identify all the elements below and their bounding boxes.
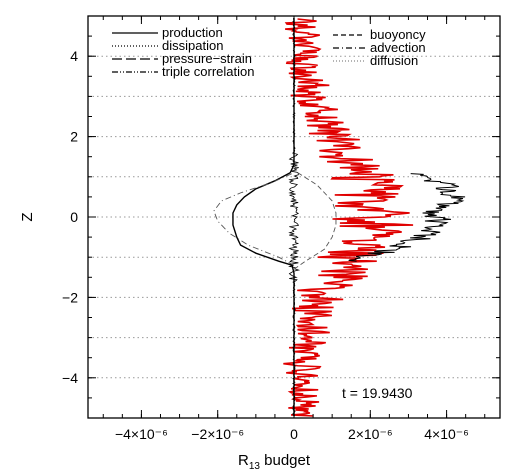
y-axis-label: Z — [19, 212, 36, 221]
legend: productiondissipationpressure−straintrip… — [112, 25, 426, 79]
axis-ticks: −4×10⁻⁶ −2×10⁻⁶ 0 2×10⁻⁶ 4×10⁻⁶ −4 −2 0 2 4 — [62, 15, 500, 442]
x-tick-label: 2×10⁻⁶ — [348, 426, 393, 442]
x-tick-label: 0 — [290, 426, 298, 442]
legend-label: dissipation — [162, 38, 223, 53]
y-tick-label: −2 — [62, 289, 78, 305]
pressure-strain-line — [293, 164, 337, 270]
time-annotation: t = 19.9430 — [342, 385, 413, 401]
x-axis-label: R13 budget — [238, 452, 311, 472]
legend-label: production — [162, 25, 223, 40]
diffusion-line — [283, 18, 414, 417]
x-axis-label-subscript: 13 — [249, 461, 261, 472]
legend-label: triple correlation — [162, 64, 255, 79]
legend-label: diffusion — [370, 53, 418, 68]
y-tick-label: 2 — [70, 129, 78, 145]
x-tick-label: −2×10⁻⁶ — [191, 426, 244, 442]
diffusion-series-red — [283, 18, 414, 417]
x-tick-label: −4×10⁻⁶ — [115, 426, 168, 442]
legend-label: buoyoncy — [370, 27, 426, 42]
production-line — [232, 18, 295, 416]
x-axis-label-suffix: budget — [260, 452, 311, 469]
y-tick-label: 0 — [70, 209, 78, 225]
smooth-series-group — [213, 18, 337, 416]
legend-label: pressure−strain — [162, 51, 252, 66]
legend-label: advection — [370, 40, 426, 55]
advection-line — [213, 172, 295, 266]
x-axis-label-main: R — [238, 452, 249, 469]
y-tick-label: 4 — [70, 48, 78, 64]
buoyancy-line — [348, 173, 466, 262]
y-tick-label: −4 — [62, 370, 78, 386]
x-tick-label: 4×10⁻⁶ — [424, 426, 469, 442]
